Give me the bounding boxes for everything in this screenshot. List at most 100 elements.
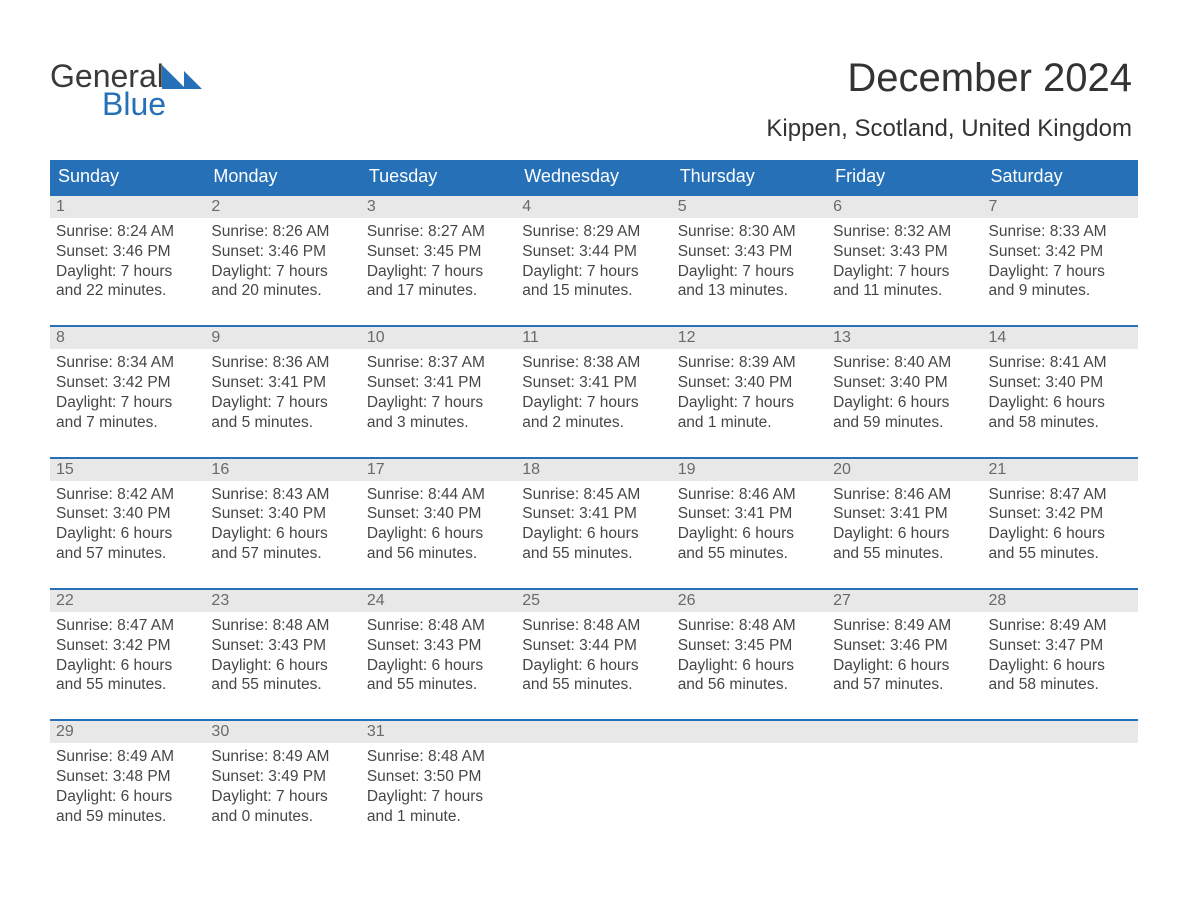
daylight-text: Daylight: 6 hours <box>211 656 354 676</box>
sunset-text: Sunset: 3:47 PM <box>989 636 1132 656</box>
weekday-header: Friday <box>827 160 982 194</box>
day-cell: Sunrise: 8:49 AMSunset: 3:47 PMDaylight:… <box>983 612 1138 699</box>
day-number: 18 <box>516 459 671 481</box>
daylight-text: and 58 minutes. <box>989 675 1132 695</box>
daylight-text: Daylight: 7 hours <box>989 262 1132 282</box>
sunset-text: Sunset: 3:43 PM <box>678 242 821 262</box>
daylight-text: and 9 minutes. <box>989 281 1132 301</box>
sunset-text: Sunset: 3:40 PM <box>989 373 1132 393</box>
daylight-text: and 55 minutes. <box>56 675 199 695</box>
day-number: 17 <box>361 459 516 481</box>
day-number: 12 <box>672 327 827 349</box>
day-cell: Sunrise: 8:29 AMSunset: 3:44 PMDaylight:… <box>516 218 671 305</box>
sunrise-text: Sunrise: 8:42 AM <box>56 485 199 505</box>
sunset-text: Sunset: 3:43 PM <box>211 636 354 656</box>
day-number <box>827 721 982 743</box>
day-cell: Sunrise: 8:45 AMSunset: 3:41 PMDaylight:… <box>516 481 671 568</box>
day-cell: Sunrise: 8:41 AMSunset: 3:40 PMDaylight:… <box>983 349 1138 436</box>
daylight-text: Daylight: 7 hours <box>211 787 354 807</box>
sunrise-text: Sunrise: 8:49 AM <box>833 616 976 636</box>
weekday-header-row: Sunday Monday Tuesday Wednesday Thursday… <box>50 160 1138 194</box>
daylight-text: Daylight: 6 hours <box>678 524 821 544</box>
day-number: 16 <box>205 459 360 481</box>
week-row: 891011121314Sunrise: 8:34 AMSunset: 3:42… <box>50 325 1138 436</box>
day-cell: Sunrise: 8:49 AMSunset: 3:48 PMDaylight:… <box>50 743 205 830</box>
daylight-text: Daylight: 7 hours <box>678 393 821 413</box>
day-number: 3 <box>361 196 516 218</box>
sunset-text: Sunset: 3:42 PM <box>989 504 1132 524</box>
day-number-row: 891011121314 <box>50 327 1138 349</box>
daylight-text: Daylight: 6 hours <box>989 656 1132 676</box>
daylight-text: and 0 minutes. <box>211 807 354 827</box>
day-number: 26 <box>672 590 827 612</box>
daylight-text: Daylight: 7 hours <box>367 393 510 413</box>
day-cell: Sunrise: 8:43 AMSunset: 3:40 PMDaylight:… <box>205 481 360 568</box>
daylight-text: Daylight: 6 hours <box>56 524 199 544</box>
day-number: 11 <box>516 327 671 349</box>
sunset-text: Sunset: 3:46 PM <box>56 242 199 262</box>
day-cell: Sunrise: 8:27 AMSunset: 3:45 PMDaylight:… <box>361 218 516 305</box>
sunrise-text: Sunrise: 8:34 AM <box>56 353 199 373</box>
daylight-text: and 2 minutes. <box>522 413 665 433</box>
day-number-row: 15161718192021 <box>50 459 1138 481</box>
day-number: 6 <box>827 196 982 218</box>
sunset-text: Sunset: 3:41 PM <box>522 504 665 524</box>
sunrise-text: Sunrise: 8:47 AM <box>56 616 199 636</box>
sunrise-text: Sunrise: 8:48 AM <box>211 616 354 636</box>
daylight-text: Daylight: 6 hours <box>522 656 665 676</box>
day-cell: Sunrise: 8:48 AMSunset: 3:43 PMDaylight:… <box>361 612 516 699</box>
sunrise-text: Sunrise: 8:49 AM <box>56 747 199 767</box>
sunrise-text: Sunrise: 8:44 AM <box>367 485 510 505</box>
daylight-text: and 55 minutes. <box>522 544 665 564</box>
sunrise-text: Sunrise: 8:27 AM <box>367 222 510 242</box>
day-number <box>672 721 827 743</box>
title-location: Kippen, Scotland, United Kingdom <box>766 115 1132 143</box>
day-cell: Sunrise: 8:36 AMSunset: 3:41 PMDaylight:… <box>205 349 360 436</box>
weekday-header: Tuesday <box>361 160 516 194</box>
daylight-text: and 1 minute. <box>678 413 821 433</box>
calendar-grid: Sunday Monday Tuesday Wednesday Thursday… <box>50 160 1138 831</box>
day-number: 30 <box>205 721 360 743</box>
day-number: 14 <box>983 327 1138 349</box>
day-cell: Sunrise: 8:24 AMSunset: 3:46 PMDaylight:… <box>50 218 205 305</box>
daylight-text: Daylight: 6 hours <box>367 524 510 544</box>
sunset-text: Sunset: 3:43 PM <box>367 636 510 656</box>
daylight-text: Daylight: 7 hours <box>56 393 199 413</box>
day-cell: Sunrise: 8:46 AMSunset: 3:41 PMDaylight:… <box>672 481 827 568</box>
sunset-text: Sunset: 3:46 PM <box>211 242 354 262</box>
daylight-text: Daylight: 6 hours <box>833 393 976 413</box>
day-number: 19 <box>672 459 827 481</box>
daylight-text: Daylight: 6 hours <box>56 787 199 807</box>
day-cell: Sunrise: 8:32 AMSunset: 3:43 PMDaylight:… <box>827 218 982 305</box>
daylight-text: and 7 minutes. <box>56 413 199 433</box>
sunrise-text: Sunrise: 8:45 AM <box>522 485 665 505</box>
weekday-header: Monday <box>205 160 360 194</box>
daylight-text: Daylight: 7 hours <box>56 262 199 282</box>
daylight-text: Daylight: 7 hours <box>367 262 510 282</box>
sunset-text: Sunset: 3:40 PM <box>833 373 976 393</box>
day-number: 15 <box>50 459 205 481</box>
day-body-row: Sunrise: 8:34 AMSunset: 3:42 PMDaylight:… <box>50 349 1138 436</box>
daylight-text: and 56 minutes. <box>367 544 510 564</box>
day-number: 23 <box>205 590 360 612</box>
daylight-text: Daylight: 7 hours <box>522 262 665 282</box>
day-cell: Sunrise: 8:47 AMSunset: 3:42 PMDaylight:… <box>50 612 205 699</box>
daylight-text: and 55 minutes. <box>367 675 510 695</box>
day-cell: Sunrise: 8:48 AMSunset: 3:50 PMDaylight:… <box>361 743 516 830</box>
daylight-text: Daylight: 6 hours <box>367 656 510 676</box>
daylight-text: and 5 minutes. <box>211 413 354 433</box>
daylight-text: Daylight: 6 hours <box>522 524 665 544</box>
sunrise-text: Sunrise: 8:33 AM <box>989 222 1132 242</box>
sunrise-text: Sunrise: 8:36 AM <box>211 353 354 373</box>
sunset-text: Sunset: 3:42 PM <box>989 242 1132 262</box>
weekday-header: Wednesday <box>516 160 671 194</box>
day-number-row: 293031 <box>50 721 1138 743</box>
daylight-text: and 58 minutes. <box>989 413 1132 433</box>
daylight-text: and 57 minutes. <box>211 544 354 564</box>
sunrise-text: Sunrise: 8:41 AM <box>989 353 1132 373</box>
day-number: 24 <box>361 590 516 612</box>
sunrise-text: Sunrise: 8:46 AM <box>833 485 976 505</box>
daylight-text: and 55 minutes. <box>211 675 354 695</box>
sunset-text: Sunset: 3:50 PM <box>367 767 510 787</box>
daylight-text: Daylight: 7 hours <box>678 262 821 282</box>
